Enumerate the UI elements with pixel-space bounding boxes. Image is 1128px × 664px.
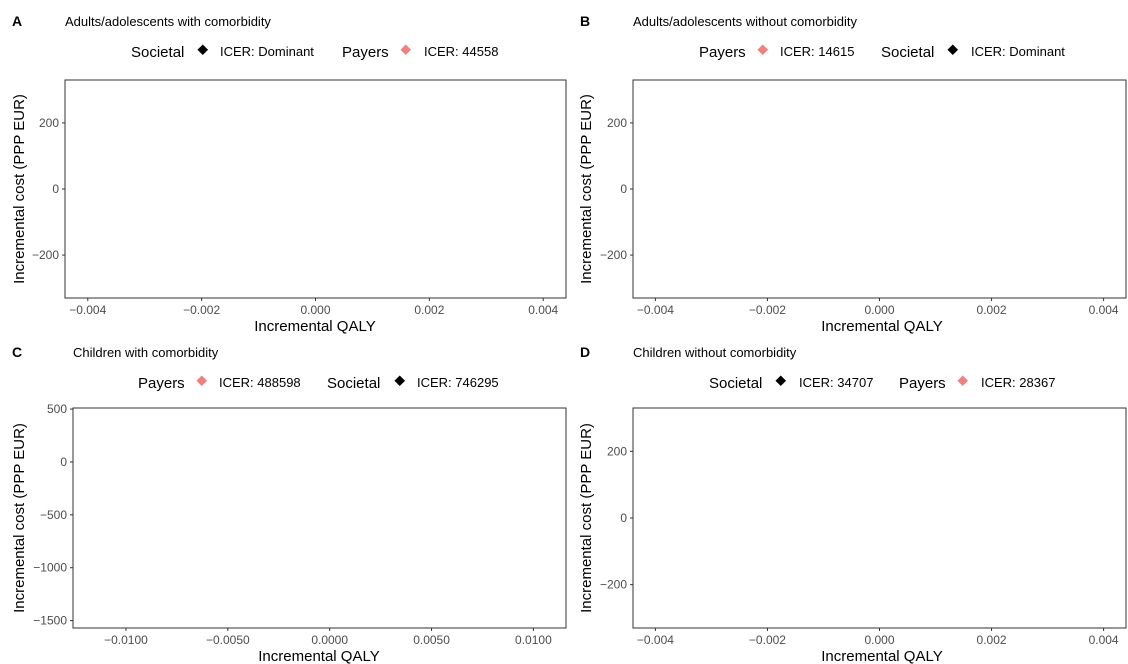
legend: Payers ICER: 14615 Societal ICER: Domina…: [699, 44, 1065, 61]
panel-letter: A: [12, 13, 22, 29]
legend-entry-label: ICER: Dominant: [971, 44, 1065, 59]
legend-group-label: Payers: [342, 44, 389, 61]
panel-title: Children with comorbidity: [73, 345, 219, 360]
x-tick-label: −0.002: [183, 303, 220, 317]
y-tick-label: −200: [600, 248, 627, 262]
x-tick-label: 0.004: [528, 303, 558, 317]
legend: Societal ICER: Dominant Payers ICER: 445…: [131, 44, 498, 61]
x-tick-label: 0.002: [414, 303, 444, 317]
y-tick-label: −200: [32, 248, 59, 262]
legend-entry-label: ICER: Dominant: [220, 44, 314, 59]
plot-border: [64, 79, 567, 299]
x-tick-label: 0.002: [977, 303, 1007, 317]
x-tick-label: 0.000: [300, 303, 330, 317]
legend-entry-label: ICER: 488598: [219, 375, 301, 390]
y-axis-title: Incremental cost (PPP EUR): [578, 94, 595, 284]
legend-key-diamond: [757, 44, 769, 56]
scatter-point: [344, 304, 349, 309]
x-axis-title: Incremental QALY: [254, 318, 375, 335]
legend-key-diamond: [947, 44, 959, 56]
scatter-point: [368, 394, 373, 399]
legend: Payers ICER: 488598 Societal ICER: 74629…: [138, 375, 499, 392]
x-axis-title: Incremental QALY: [821, 318, 942, 335]
legend-key-diamond: [196, 375, 208, 387]
x-tick-label: −0.004: [69, 303, 106, 317]
plot-border: [632, 79, 1127, 299]
legend-key-diamond: [394, 375, 406, 387]
panel-title: Adults/adolescents without comorbidity: [633, 14, 858, 29]
legend-group-label: Payers: [699, 44, 746, 61]
legend-entry-label: ICER: 746295: [417, 375, 499, 390]
panel-c: C Children with comorbidity Payers ICER:…: [11, 344, 567, 664]
y-tick-label: 200: [607, 116, 627, 130]
scatter-point: [312, 400, 317, 405]
panel-b: B Adults/adolescents without comorbidity…: [578, 13, 1127, 335]
legend-group-label: Societal: [327, 375, 380, 392]
panel-a: A Adults/adolescents with comorbidity So…: [11, 13, 567, 335]
panel-letter: B: [580, 13, 590, 29]
y-axis-title: Incremental cost (PPP EUR): [11, 94, 28, 284]
panel-letter: C: [12, 344, 22, 360]
x-tick-label: 0.004: [1089, 303, 1119, 317]
y-tick-label: 200: [39, 116, 59, 130]
legend-group-label: Payers: [138, 375, 185, 392]
y-tick-label: 0: [620, 182, 627, 196]
x-tick-label: −0.004: [637, 303, 674, 317]
legend-group-label: Societal: [131, 44, 184, 61]
legend-key-diamond: [197, 44, 209, 56]
legend-key-diamond: [400, 44, 412, 56]
x-tick-label: −0.002: [749, 303, 786, 317]
legend-entry-label: ICER: 44558: [424, 44, 498, 59]
legend-group-label: Societal: [881, 44, 934, 61]
y-tick-label: 0: [52, 182, 59, 196]
panel-title: Adults/adolescents with comorbidity: [65, 14, 271, 29]
x-tick-label: 0.000: [864, 303, 894, 317]
legend-entry-label: ICER: 14615: [780, 44, 854, 59]
